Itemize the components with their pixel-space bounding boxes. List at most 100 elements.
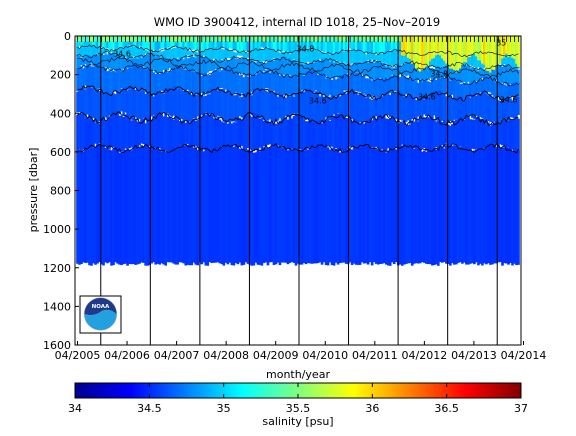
heatmap-cell xyxy=(94,63,97,90)
heatmap-cell xyxy=(118,55,121,71)
heatmap-cell xyxy=(398,91,402,120)
heatmap-cell xyxy=(104,120,107,146)
heatmap-cell xyxy=(475,95,478,116)
heatmap-cell xyxy=(180,120,184,149)
heatmap-cell xyxy=(106,119,109,148)
heatmap-cell xyxy=(388,66,392,79)
heatmap-cell xyxy=(260,88,264,118)
heatmap-cell xyxy=(186,91,190,124)
heatmap-cell xyxy=(158,150,161,265)
heatmap-cell xyxy=(392,117,396,151)
heatmap-cell xyxy=(286,36,290,42)
heatmap-cell xyxy=(449,144,452,266)
heatmap-cell xyxy=(477,70,480,81)
heatmap-cell xyxy=(126,150,129,266)
heatmap-cell xyxy=(443,94,446,122)
heatmap-cell xyxy=(78,36,81,42)
heatmap-cell xyxy=(388,151,392,266)
heatmap-cell xyxy=(509,149,512,264)
heatmap-cell xyxy=(366,36,370,42)
heatmap-cell xyxy=(386,79,390,96)
heatmap-cell xyxy=(410,60,414,80)
heatmap-cell xyxy=(392,74,396,92)
heatmap-cell xyxy=(414,145,418,264)
heatmap-cell xyxy=(372,41,376,55)
heatmap-cell xyxy=(338,51,342,63)
heatmap-cell xyxy=(497,100,500,124)
heatmap-cell xyxy=(380,115,384,150)
heatmap-cell xyxy=(429,149,432,265)
heatmap-cell xyxy=(372,53,376,63)
heatmap-cell xyxy=(394,36,398,44)
heatmap-cell xyxy=(154,149,157,265)
heatmap-cell xyxy=(272,71,276,91)
heatmap-cell xyxy=(230,94,234,122)
heatmap-cell xyxy=(174,67,178,91)
heatmap-cell xyxy=(278,41,282,51)
heatmap-cell xyxy=(98,91,101,121)
heatmap-cell xyxy=(294,36,298,42)
heatmap-cell xyxy=(148,53,151,71)
heatmap-cell xyxy=(408,95,412,124)
heatmap-cell xyxy=(312,146,316,264)
heatmap-cell xyxy=(82,114,85,150)
colorbar-tick-label: 35 xyxy=(217,402,231,415)
heatmap-cell xyxy=(503,36,506,57)
heatmap-cell xyxy=(276,71,280,95)
heatmap-cell xyxy=(162,72,165,93)
heatmap-cell xyxy=(238,36,242,42)
y-tick-label: 1600 xyxy=(43,339,71,352)
heatmap-cell xyxy=(162,36,165,42)
heatmap-cell xyxy=(491,144,494,265)
heatmap-cell xyxy=(294,75,298,93)
heatmap-cell xyxy=(166,57,169,71)
heatmap-cell xyxy=(493,79,496,98)
heatmap-cell xyxy=(170,36,173,42)
heatmap-cell xyxy=(98,123,101,144)
heatmap-cell xyxy=(376,117,380,148)
heatmap-cell xyxy=(431,68,434,82)
heatmap-cell xyxy=(218,59,222,72)
heatmap-cell xyxy=(182,47,186,58)
heatmap-cell xyxy=(330,36,334,42)
heatmap-cell xyxy=(254,152,258,263)
x-tick-label: 04/2011 xyxy=(352,349,398,362)
heatmap-cell xyxy=(84,89,87,119)
heatmap-cell xyxy=(262,72,266,91)
heatmap-cell xyxy=(158,73,161,93)
heatmap-cell xyxy=(232,95,236,122)
heatmap-cell xyxy=(240,97,244,118)
heatmap-cell xyxy=(110,53,113,72)
heatmap-cell xyxy=(182,36,186,42)
heatmap-cell xyxy=(420,151,424,263)
heatmap-cell xyxy=(176,146,180,265)
heatmap-cell xyxy=(266,71,270,89)
heatmap-cell xyxy=(222,88,226,122)
heatmap-cell xyxy=(320,58,324,76)
heatmap-cell xyxy=(252,61,256,76)
heatmap-cell xyxy=(312,50,316,63)
heatmap-cell xyxy=(344,74,348,91)
heatmap-cell xyxy=(304,72,308,93)
heatmap-cell xyxy=(316,121,320,145)
heatmap-cell xyxy=(220,121,224,147)
heatmap-cell xyxy=(144,50,147,54)
heatmap-cell xyxy=(416,36,420,71)
heatmap-cell xyxy=(128,46,131,60)
heatmap-cell xyxy=(306,121,310,149)
heatmap-cell xyxy=(272,93,276,123)
heatmap-cell xyxy=(138,48,141,58)
heatmap-cell xyxy=(455,98,458,119)
heatmap-cell xyxy=(244,93,248,119)
heatmap-cell xyxy=(92,87,95,119)
heatmap-cell xyxy=(144,123,147,147)
heatmap-cell xyxy=(168,47,171,61)
heatmap-cell xyxy=(358,92,362,123)
heatmap-cell xyxy=(326,76,330,97)
heatmap-cell xyxy=(162,116,165,151)
heatmap-cell xyxy=(118,92,121,114)
heatmap-cell xyxy=(503,147,506,264)
heatmap-cell xyxy=(94,90,97,123)
heatmap-cell xyxy=(394,122,398,148)
heatmap-cell xyxy=(252,152,256,266)
